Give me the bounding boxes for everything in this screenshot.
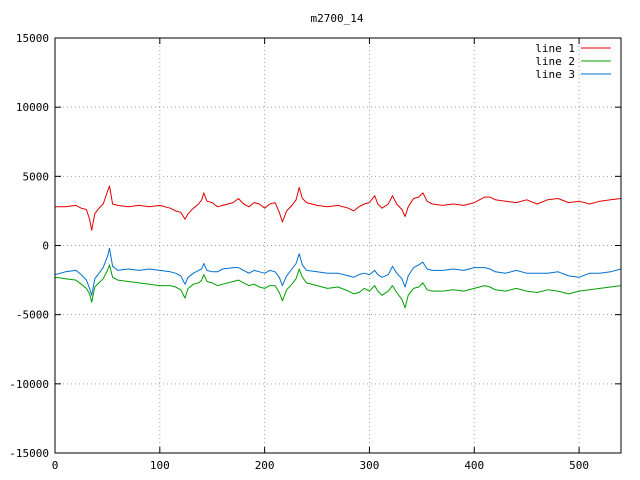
series-line-2 <box>54 264 622 309</box>
series-line-3 <box>54 247 622 296</box>
legend-label: line 3 <box>535 68 575 81</box>
series-lines <box>54 185 622 309</box>
legend-label: line 2 <box>535 55 575 68</box>
y-tick-label: 5000 <box>23 170 50 183</box>
x-tick-label: 300 <box>360 459 380 472</box>
y-tick-label: -5000 <box>16 309 49 322</box>
y-tick-label: 0 <box>42 240 49 253</box>
x-axis: 0 100 200 300 400 500 <box>52 38 589 472</box>
y-tick-label: -15000 <box>9 447 49 460</box>
series-line-1 <box>55 185 622 231</box>
grid <box>55 38 621 453</box>
y-tick-label: -10000 <box>9 378 49 391</box>
y-axis: -15000 -10000 -5000 0 5000 10000 15000 <box>9 32 621 460</box>
y-tick-label: 10000 <box>16 101 49 114</box>
y-tick-label: 15000 <box>16 32 49 45</box>
x-tick-label: 200 <box>255 459 275 472</box>
x-tick-label: 0 <box>52 459 59 472</box>
x-tick-label: 100 <box>150 459 170 472</box>
chart-title: m2700_14 <box>311 12 364 25</box>
x-tick-label: 500 <box>569 459 589 472</box>
x-tick-label: 400 <box>464 459 484 472</box>
legend-label: line 1 <box>535 42 575 55</box>
